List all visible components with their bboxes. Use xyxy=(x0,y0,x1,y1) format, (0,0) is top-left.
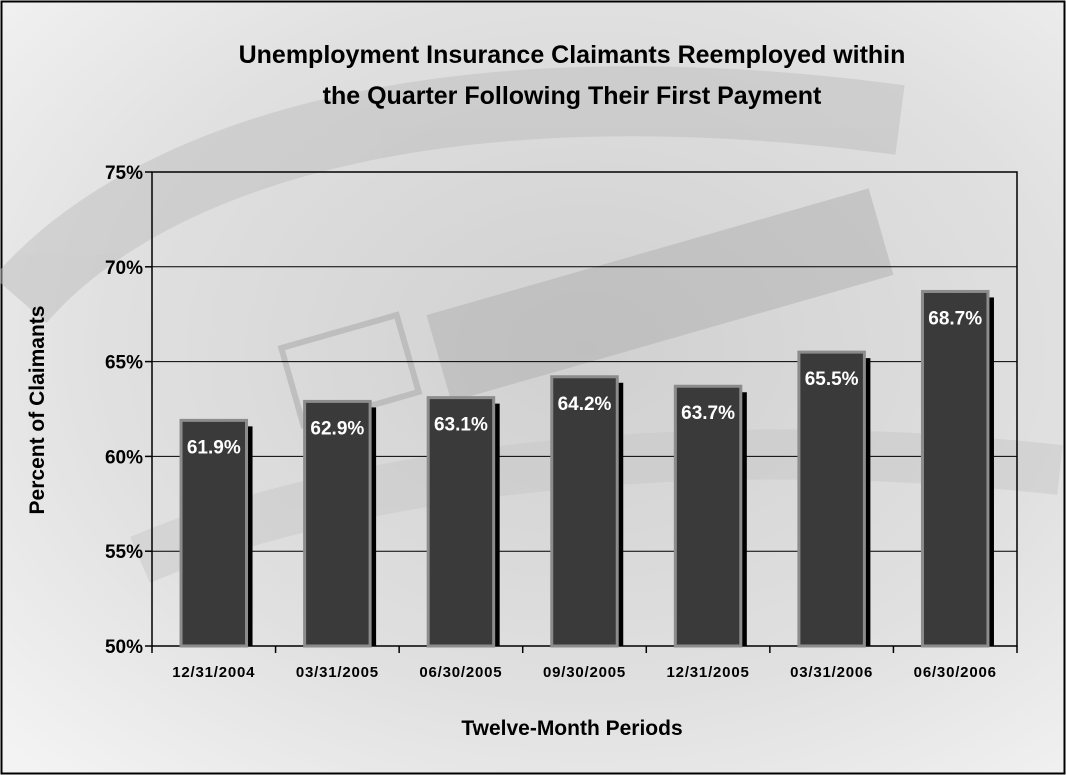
bar xyxy=(179,418,249,648)
y-tick-label: 75% xyxy=(105,163,143,184)
x-tick-label: 09/30/2005 xyxy=(543,664,626,681)
bar xyxy=(303,399,372,648)
y-axis-label: Percent of Claimants xyxy=(26,306,49,515)
chart-title-line-1: Unemployment Insurance Claimants Reemplo… xyxy=(239,41,906,69)
bar-data-label: 63.1% xyxy=(434,415,488,436)
bar-data-label: 68.7% xyxy=(928,308,982,329)
x-axis-ticks: 12/31/2004 03/31/2005 06/30/2005 09/30/2005… xyxy=(151,646,1018,681)
bars xyxy=(179,289,994,648)
bar xyxy=(673,384,743,648)
y-tick-label: 65% xyxy=(105,353,143,374)
bar-data-label: 65.5% xyxy=(805,369,859,390)
bar xyxy=(920,289,990,648)
x-axis-label: Twelve-Month Periods xyxy=(461,717,682,740)
x-tick-label: 06/30/2006 xyxy=(914,664,997,681)
y-tick-label: 55% xyxy=(105,542,143,563)
bar xyxy=(426,396,496,648)
bar-data-label: 63.7% xyxy=(681,403,735,424)
x-tick-label: 03/31/2006 xyxy=(790,664,873,681)
bar-data-label: 61.9% xyxy=(187,437,241,458)
bar-data-label: 62.9% xyxy=(310,418,364,439)
y-tick-label: 70% xyxy=(105,258,143,279)
x-tick-label: 03/31/2005 xyxy=(296,664,379,681)
bg-paper-curve-upper xyxy=(0,66,905,324)
bar xyxy=(797,350,866,648)
bar xyxy=(550,375,619,648)
chart-title-line-2: the Quarter Following Their First Paymen… xyxy=(323,82,822,110)
bg-help-wanted-box xyxy=(426,188,894,402)
y-tick-label: 50% xyxy=(105,637,143,658)
data-labels: 61.9% 62.9% 63.1% 64.2% 63.7% 65.5% 68.7% xyxy=(187,308,982,458)
x-tick-label: 06/30/2005 xyxy=(419,664,502,681)
x-tick-label: 12/31/2004 xyxy=(172,664,255,681)
y-tick-label: 60% xyxy=(105,447,143,468)
x-tick-label: 12/31/2005 xyxy=(667,664,750,681)
y-axis-ticks: 50% 55% 60% 65% 70% 75% xyxy=(105,163,152,658)
bar-data-label: 64.2% xyxy=(558,394,612,415)
gridlines xyxy=(152,266,1017,552)
